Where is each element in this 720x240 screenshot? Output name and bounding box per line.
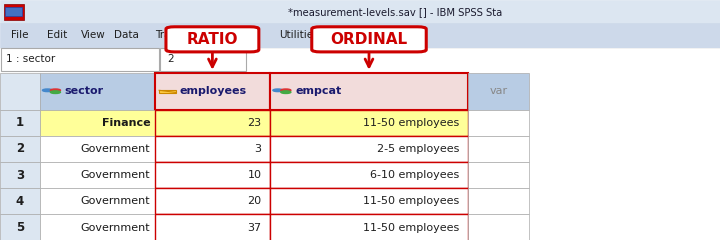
Bar xyxy=(155,110,270,136)
Text: *measurement-levels.sav [] - IBM SPSS Sta: *measurement-levels.sav [] - IBM SPSS St… xyxy=(288,7,503,17)
Bar xyxy=(0,162,40,188)
Text: 3: 3 xyxy=(254,144,261,154)
Text: 3: 3 xyxy=(16,169,24,182)
Text: Government: Government xyxy=(81,144,150,154)
Text: phs: phs xyxy=(241,30,260,40)
Text: 11-50 employees: 11-50 employees xyxy=(363,196,459,206)
Bar xyxy=(4,4,24,20)
Bar xyxy=(5,7,22,16)
Bar xyxy=(270,162,468,188)
FancyBboxPatch shape xyxy=(166,27,259,52)
Text: Government: Government xyxy=(81,223,150,233)
Bar xyxy=(40,73,155,110)
Text: employees: employees xyxy=(180,86,247,96)
Bar xyxy=(0,24,720,48)
Text: 2: 2 xyxy=(16,142,24,156)
Text: 4: 4 xyxy=(16,195,24,208)
Bar xyxy=(270,188,468,215)
Text: 23: 23 xyxy=(247,118,261,128)
Bar xyxy=(0,110,40,136)
Text: Government: Government xyxy=(81,196,150,206)
Circle shape xyxy=(50,91,60,93)
Text: ow: ow xyxy=(353,30,368,40)
Bar xyxy=(468,110,529,136)
Bar xyxy=(0,73,40,110)
Text: 20: 20 xyxy=(247,196,261,206)
Text: sector: sector xyxy=(65,86,104,96)
Text: 2: 2 xyxy=(167,54,174,64)
Text: 11-50 employees: 11-50 employees xyxy=(363,118,459,128)
Bar xyxy=(468,73,529,110)
Bar xyxy=(1,48,159,71)
Text: 6-10 employees: 6-10 employees xyxy=(370,170,459,180)
Text: 1 : sector: 1 : sector xyxy=(6,54,55,64)
Bar xyxy=(155,215,270,240)
Bar xyxy=(155,188,270,215)
Text: 5: 5 xyxy=(16,221,24,234)
Bar xyxy=(40,162,155,188)
Bar xyxy=(0,188,40,215)
Text: Help: Help xyxy=(389,30,413,40)
Bar xyxy=(155,136,270,162)
Text: 11-50 employees: 11-50 employees xyxy=(363,223,459,233)
Text: Government: Government xyxy=(81,170,150,180)
Bar xyxy=(468,215,529,240)
Circle shape xyxy=(281,89,291,92)
Circle shape xyxy=(273,89,283,92)
Bar xyxy=(468,136,529,162)
Text: ORDINAL: ORDINAL xyxy=(330,32,408,47)
Bar xyxy=(40,110,155,136)
Bar xyxy=(40,215,155,240)
Bar xyxy=(0,0,720,24)
Bar xyxy=(155,73,270,110)
Text: RATIO: RATIO xyxy=(186,32,238,47)
Bar xyxy=(468,162,529,188)
Bar xyxy=(270,136,468,162)
Text: Finance: Finance xyxy=(102,118,150,128)
Text: File: File xyxy=(11,30,28,40)
Bar xyxy=(160,48,246,71)
Text: 10: 10 xyxy=(248,170,261,180)
Bar xyxy=(40,188,155,215)
Text: View: View xyxy=(81,30,105,40)
Text: empcat: empcat xyxy=(295,86,341,96)
Bar xyxy=(40,136,155,162)
Bar xyxy=(155,162,270,188)
Text: Data: Data xyxy=(114,30,139,40)
FancyBboxPatch shape xyxy=(312,27,426,52)
Text: Edit: Edit xyxy=(47,30,67,40)
Bar xyxy=(159,90,176,93)
Bar xyxy=(0,215,40,240)
Text: 37: 37 xyxy=(247,223,261,233)
Bar xyxy=(0,136,40,162)
Bar xyxy=(270,110,468,136)
Circle shape xyxy=(42,89,53,92)
Text: 2-5 employees: 2-5 employees xyxy=(377,144,459,154)
Bar xyxy=(270,215,468,240)
Bar xyxy=(270,73,468,110)
Text: var: var xyxy=(490,86,508,96)
Bar xyxy=(0,48,720,71)
Text: Transform: Transform xyxy=(155,30,207,40)
Circle shape xyxy=(281,91,291,93)
Text: 1: 1 xyxy=(16,116,24,129)
Bar xyxy=(468,188,529,215)
Text: Utilities: Utilities xyxy=(279,30,319,40)
Circle shape xyxy=(50,89,60,92)
